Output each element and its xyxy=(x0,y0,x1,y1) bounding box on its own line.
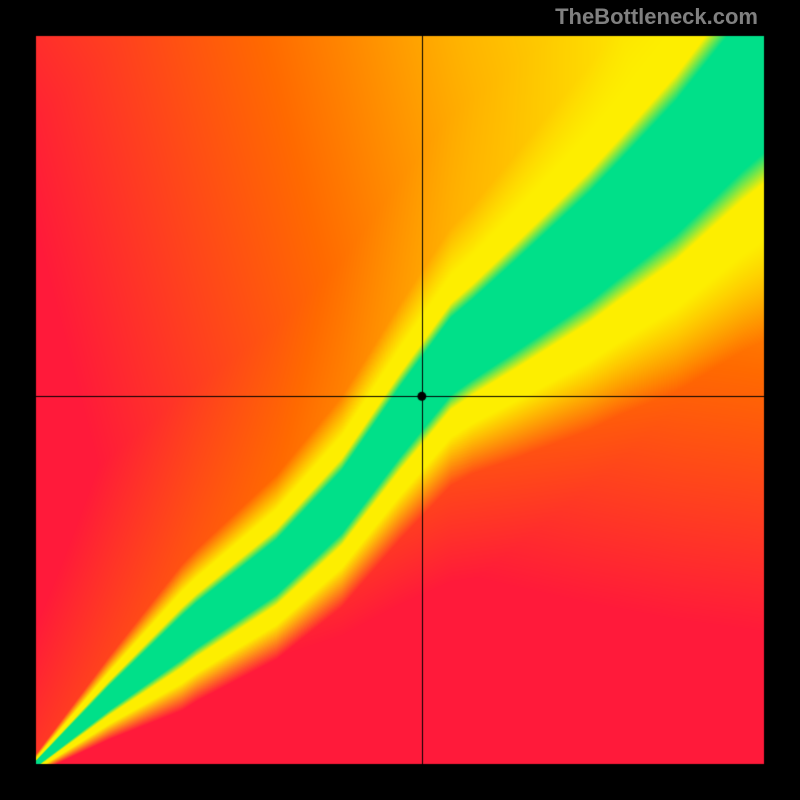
watermark-text: TheBottleneck.com xyxy=(555,4,758,30)
bottleneck-heatmap xyxy=(0,0,800,800)
